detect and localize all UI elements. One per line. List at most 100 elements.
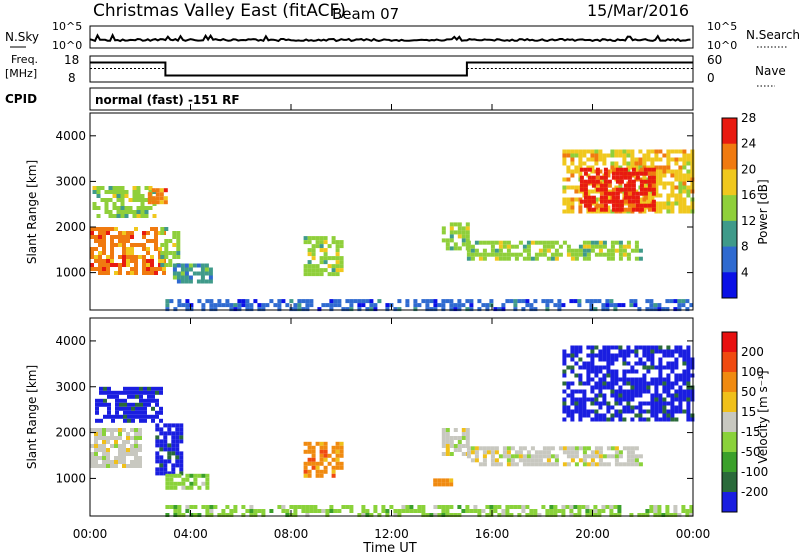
power-cell	[106, 271, 110, 275]
power-cell	[208, 267, 213, 272]
velocity-cell	[449, 436, 454, 440]
velocity-cell	[307, 449, 312, 454]
velocity-cell	[126, 440, 130, 444]
velocity-cell	[638, 377, 643, 382]
power-cell	[561, 303, 566, 308]
velocity-cell	[670, 361, 675, 366]
power-cell	[413, 307, 418, 312]
velocity-cell	[662, 397, 667, 402]
velocity-cell	[138, 464, 142, 468]
velocity-cell	[465, 505, 470, 509]
velocity-cell	[441, 436, 446, 440]
velocity-cell	[339, 449, 344, 454]
power-cell	[602, 244, 607, 249]
power-cell	[208, 279, 213, 284]
power-cell	[204, 267, 209, 272]
velocity-cell	[638, 405, 643, 410]
velocity-cell	[323, 449, 328, 454]
power-cell	[666, 157, 671, 162]
power-cell	[666, 209, 671, 214]
velocity-cell	[189, 473, 194, 478]
power-cell	[265, 303, 270, 308]
power-cell	[631, 167, 636, 172]
velocity-cell	[638, 393, 643, 398]
velocity-cell	[673, 505, 678, 509]
velocity-cell	[553, 505, 558, 509]
velocity-cell	[179, 435, 184, 440]
power-colorbar-tick: 28	[741, 111, 756, 125]
power-cell	[323, 236, 328, 241]
power-cell	[449, 238, 454, 243]
power-cell	[566, 252, 571, 257]
velocity-cell	[549, 509, 554, 513]
velocity-cell	[614, 353, 619, 358]
power-cell	[654, 153, 659, 158]
velocity-cell	[139, 394, 143, 399]
velocity-cell	[562, 361, 567, 366]
power-cell	[441, 230, 446, 235]
velocity-cell	[94, 444, 98, 448]
power-cell	[315, 244, 320, 249]
velocity-cell	[169, 505, 174, 509]
velocity-cell	[437, 505, 442, 509]
velocity-cell	[517, 505, 522, 509]
power-cell	[90, 267, 94, 271]
power-cell	[594, 149, 599, 154]
power-cell	[201, 303, 206, 308]
velocity-cell	[610, 369, 615, 374]
power-cell	[634, 248, 639, 253]
power-cell	[599, 199, 604, 204]
velocity-cell	[650, 361, 655, 366]
velocity-cell	[561, 505, 566, 509]
power-cell	[465, 234, 470, 239]
velocity-cell	[305, 505, 310, 509]
velocity-cell	[594, 345, 599, 350]
velocity-cell	[159, 459, 164, 464]
velocity-cell	[638, 345, 643, 350]
power-colorbar-swatch	[722, 118, 737, 145]
velocity-cell	[110, 460, 114, 464]
velocity-cell	[305, 509, 310, 513]
velocity-cell	[493, 505, 498, 509]
velocity-cell	[498, 462, 503, 467]
velocity-cell	[662, 389, 667, 394]
power-cell	[477, 307, 482, 312]
power-cell	[341, 307, 346, 312]
power-cell	[643, 187, 648, 192]
power-cell	[658, 205, 663, 210]
power-cell	[526, 256, 531, 261]
velocity-cell	[590, 361, 595, 366]
power-cell	[345, 307, 350, 312]
power-cell	[610, 153, 615, 158]
power-cell	[626, 256, 631, 261]
velocity-cell	[578, 397, 583, 402]
velocity-cell	[193, 477, 198, 482]
velocity-cell	[598, 385, 603, 390]
velocity-cell	[570, 353, 575, 358]
velocity-cell	[574, 446, 579, 451]
velocity-cell	[502, 454, 507, 459]
power-cell	[682, 173, 687, 178]
power-colorbar-tick: 4	[741, 265, 749, 279]
velocity-cell	[173, 473, 178, 478]
velocity-cell	[674, 381, 679, 386]
velocity-cell	[674, 361, 679, 366]
power-cell	[611, 191, 616, 196]
power-cell	[128, 210, 133, 214]
power-cell	[373, 307, 378, 312]
power-cell	[154, 267, 158, 271]
power-cell	[613, 307, 618, 312]
power-cell	[146, 239, 150, 243]
velocity-cell	[449, 513, 454, 517]
velocity-cell	[245, 509, 250, 513]
power-cell	[124, 210, 129, 214]
power-cell	[590, 248, 595, 253]
velocity-cell	[650, 401, 655, 406]
power-cell	[615, 195, 620, 200]
power-cell	[606, 197, 611, 202]
power-cell	[150, 263, 154, 267]
power-cell	[349, 303, 354, 308]
velocity-cell	[550, 462, 555, 467]
velocity-cell	[106, 460, 110, 464]
velocity-cell	[658, 381, 663, 386]
